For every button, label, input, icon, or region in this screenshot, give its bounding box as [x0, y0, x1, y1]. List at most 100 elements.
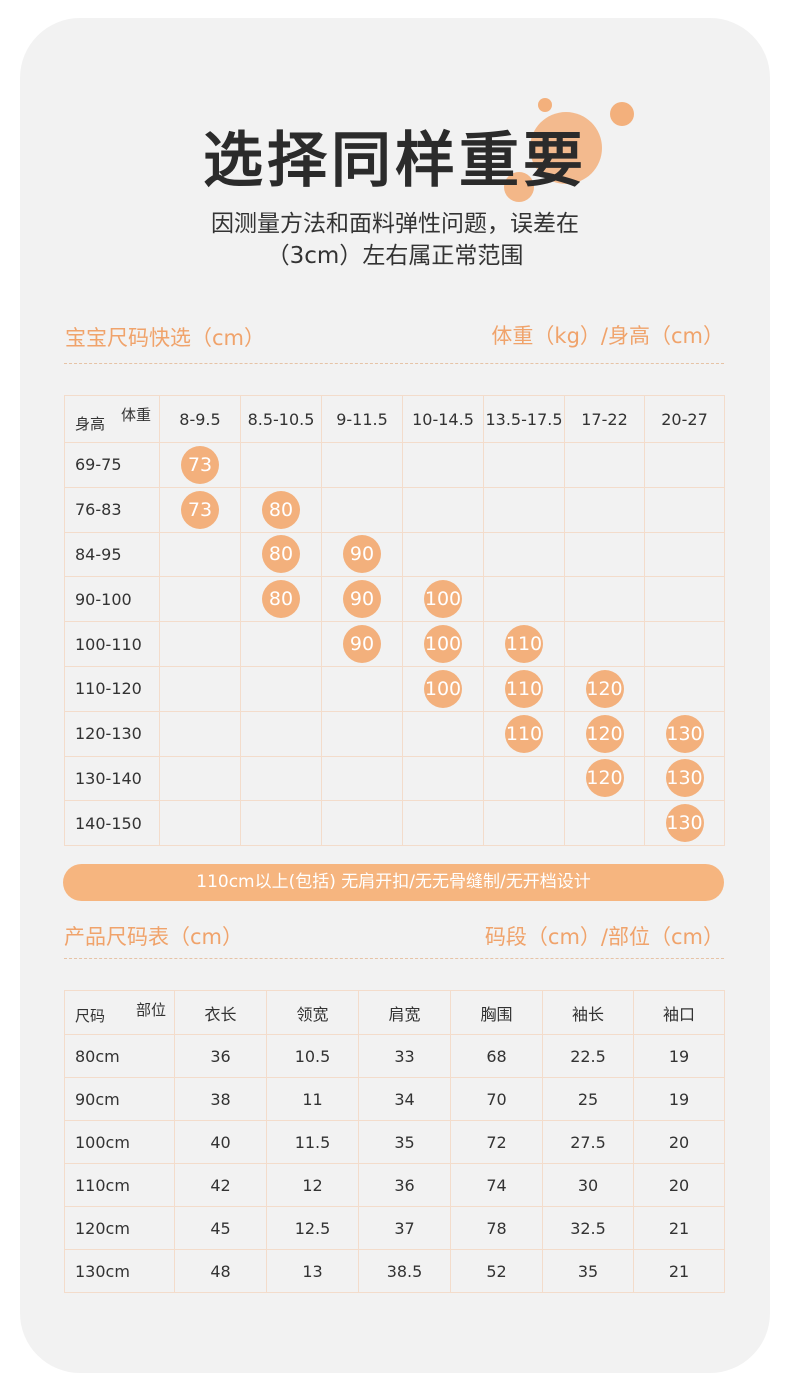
height-range-cell: 140-150 [64, 800, 160, 847]
size-badge: 90 [343, 580, 381, 619]
measurement-cell: 35 [542, 1249, 634, 1293]
size-cell [483, 442, 565, 488]
height-range-cell: 76-83 [64, 486, 160, 533]
measurement-cell: 32.5 [542, 1206, 634, 1250]
size-cell: 110 [483, 710, 565, 757]
size-cell [159, 621, 241, 667]
size-badge: 110 [505, 714, 543, 753]
size-cell: 80 [240, 486, 322, 533]
size-cell [321, 710, 403, 757]
height-range-cell: 120-130 [64, 710, 160, 757]
measurement-cell: 36 [358, 1163, 451, 1207]
measurement-cell: 78 [450, 1206, 543, 1250]
table-row: 90cm 38 11 34 70 25 19 [64, 1077, 725, 1121]
table-row: 100-110 90 100 110 [64, 621, 725, 667]
size-cell [564, 621, 645, 667]
size-badge: 110 [505, 625, 543, 664]
size-cell: 90 [321, 531, 403, 578]
weight-header-cell: 10-14.5 [402, 395, 484, 443]
size-cell [159, 800, 241, 847]
size-label-cell: 90cm [64, 1077, 175, 1121]
measurement-cell: 36 [174, 1034, 267, 1078]
size-cell [564, 486, 645, 533]
size-badge: 80 [262, 580, 300, 619]
measurement-cell: 48 [174, 1249, 267, 1293]
size-label-cell: 110cm [64, 1163, 175, 1207]
size-cell: 130 [644, 800, 725, 847]
size-cell [321, 665, 403, 712]
product-size-units: 码段（cm）/部位（cm） [484, 925, 724, 949]
decor-circle-small [538, 98, 552, 112]
table-row: 100cm 40 11.5 35 72 27.5 20 [64, 1120, 725, 1164]
column-header-cell: 领宽 [266, 990, 359, 1035]
size-cell: 130 [644, 710, 725, 757]
size-cell [240, 755, 322, 802]
size-cell [402, 531, 484, 578]
measurement-cell: 37 [358, 1206, 451, 1250]
size-badge: 80 [262, 535, 300, 574]
table-row: 130cm 48 13 38.5 52 35 21 [64, 1249, 725, 1293]
measurement-cell: 19 [633, 1077, 725, 1121]
size-cell: 110 [483, 621, 565, 667]
height-range-cell: 130-140 [64, 755, 160, 802]
size-cell [402, 710, 484, 757]
measurement-cell: 72 [450, 1120, 543, 1164]
measurement-cell: 70 [450, 1077, 543, 1121]
size-badge: 100 [424, 580, 462, 619]
weight-header-cell: 8.5-10.5 [240, 395, 322, 443]
measurement-cell: 45 [174, 1206, 267, 1250]
size-cell: 90 [321, 621, 403, 667]
size-cell [644, 576, 725, 623]
decor-circle-medium [504, 172, 534, 202]
weight-header-cell: 17-22 [564, 395, 645, 443]
weight-header-cell: 9-11.5 [321, 395, 403, 443]
size-badge: 100 [424, 625, 462, 664]
size-cell: 120 [564, 665, 645, 712]
table-row: 90-100 80 90 100 [64, 576, 725, 623]
size-cell [564, 531, 645, 578]
measurement-cell: 42 [174, 1163, 267, 1207]
page-subtitle: 因测量方法和面料弹性问题，误差在 （3cm）左右属正常范围 [0, 208, 790, 272]
size-cell [159, 665, 241, 712]
size-cell [564, 576, 645, 623]
size-cell: 73 [159, 486, 241, 533]
size-cell [564, 800, 645, 847]
size-badge: 130 [665, 759, 704, 798]
height-range-cell: 69-75 [64, 442, 160, 488]
weight-header-cell: 20-27 [644, 395, 725, 443]
corner-label-part: 部位 [135, 1001, 166, 1019]
measurement-cell: 68 [450, 1034, 543, 1078]
size-cell: 130 [644, 755, 725, 802]
size-cell [402, 800, 484, 847]
size-cell [483, 755, 565, 802]
table-row: 80cm 36 10.5 33 68 22.5 19 [64, 1034, 725, 1078]
size-cell: 100 [402, 576, 484, 623]
size-cell [240, 621, 322, 667]
product-size-table: 部位 尺码 衣长 领宽 肩宽 胸围 袖长 袖口 80cm 36 10.5 33 68 22.5 19 90cm… [64, 990, 725, 1293]
notice-banner: 110cm以上(包括) 无肩开扣/无无骨缝制/无开档设计 [63, 864, 724, 901]
size-cell [159, 710, 241, 757]
column-header-cell: 胸围 [450, 990, 543, 1035]
corner-label-weight: 体重 [120, 406, 151, 424]
quick-select-units: 体重（kg）/身高（cm） [491, 324, 724, 348]
height-range-cell: 110-120 [64, 665, 160, 712]
size-badge: 100 [424, 669, 462, 708]
measurement-cell: 27.5 [542, 1120, 634, 1164]
measurement-cell: 21 [633, 1206, 725, 1250]
size-cell [321, 755, 403, 802]
size-cell [240, 442, 322, 488]
size-cell [240, 800, 322, 847]
size-badge: 120 [585, 714, 624, 753]
size-cell: 120 [564, 755, 645, 802]
table-corner-cell: 体重 身高 [64, 395, 160, 443]
size-cell [483, 576, 565, 623]
size-cell: 100 [402, 621, 484, 667]
measurement-cell: 12 [266, 1163, 359, 1207]
size-cell [159, 531, 241, 578]
size-badge: 80 [262, 490, 300, 529]
measurement-cell: 35 [358, 1120, 451, 1164]
decor-circle-large [530, 112, 602, 184]
size-label-cell: 100cm [64, 1120, 175, 1164]
size-cell [402, 755, 484, 802]
measurement-cell: 33 [358, 1034, 451, 1078]
